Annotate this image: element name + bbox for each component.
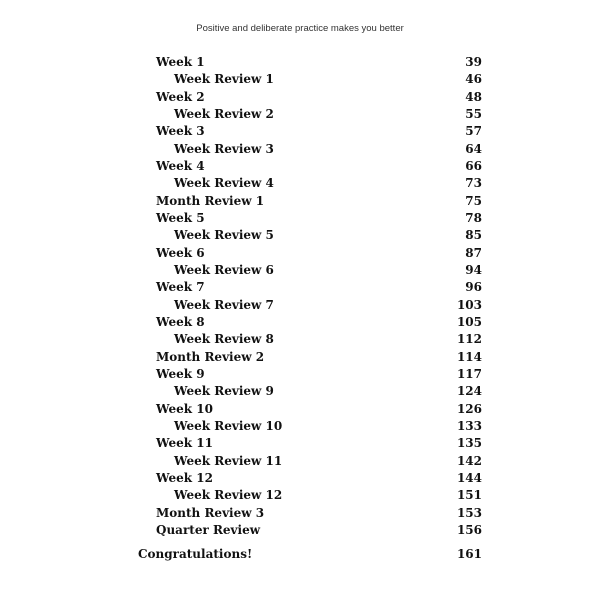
toc-entry-title: Week Review 10 (174, 418, 283, 433)
toc-entry[interactable]: Week 3 57 (138, 123, 482, 140)
toc-entry-title: Week Review 8 (174, 332, 274, 347)
toc-entry[interactable]: Week Review 9 124 (138, 383, 482, 400)
toc-entry-title: Congratulations! (138, 547, 253, 562)
toc-entry-page: 78 (465, 210, 482, 225)
toc-entry-title: Week Review 9 (174, 384, 274, 399)
toc-entry-title: Month Review 3 (156, 505, 265, 520)
toc-entry[interactable]: Week 11 135 (138, 435, 482, 452)
toc-entry-page: 135 (456, 436, 482, 451)
toc-entry-page: 57 (465, 124, 482, 139)
toc-entry-title: Week 12 (156, 470, 213, 485)
toc-entry[interactable]: Week Review 7 103 (138, 297, 482, 314)
toc-entry[interactable]: Week Review 11 142 (138, 453, 482, 470)
toc-entry-title: Week 10 (156, 401, 213, 416)
toc-entry-page: 112 (456, 332, 482, 347)
toc-entry-page: 55 (465, 106, 482, 121)
toc-entry-title: Week 2 (156, 89, 205, 104)
toc-entry-title: Week 5 (156, 210, 205, 225)
toc-entry[interactable]: Week 2 48 (138, 89, 482, 106)
toc-entry[interactable]: Week Review 10 133 (138, 418, 482, 435)
toc-entry[interactable]: Week 9 117 (138, 366, 482, 383)
toc-entry-page: 94 (465, 262, 482, 277)
toc-entry-page: 105 (456, 314, 482, 329)
toc-entry[interactable]: Month Review 2 114 (138, 349, 482, 366)
toc-entry-title: Week Review 6 (174, 262, 274, 277)
toc-entry-title: Week Review 12 (174, 488, 283, 503)
toc-entry-title: Week 6 (156, 245, 205, 260)
toc-entry-page: 161 (456, 547, 482, 562)
toc-entry-page: 142 (456, 453, 482, 468)
toc-entry-title: Month Review 1 (156, 193, 265, 208)
toc-entry[interactable]: Week 10 126 (138, 401, 482, 418)
toc-entry[interactable]: Week Review 6 94 (138, 262, 482, 279)
toc-entry-page: 151 (456, 488, 482, 503)
toc-entry[interactable]: Week Review 4 73 (138, 175, 482, 192)
toc-entry-page: 87 (465, 245, 482, 260)
toc-entry[interactable]: Week Review 3 64 (138, 141, 482, 158)
toc-entry-page: 126 (456, 401, 482, 416)
toc-entry-title: Week Review 7 (174, 297, 274, 312)
toc-entry-title: Week Review 1 (174, 72, 274, 87)
toc-entry-page: 133 (456, 418, 482, 433)
toc-entry-page: 73 (465, 176, 482, 191)
toc-entry[interactable]: Week Review 2 55 (138, 106, 482, 123)
toc-entry-title: Week Review 5 (174, 228, 274, 243)
toc-entry-title: Week 3 (156, 124, 205, 139)
toc-entry[interactable]: Week 8 105 (138, 314, 482, 331)
toc-entry[interactable]: Month Review 1 75 (138, 193, 482, 210)
toc-entry-title: Month Review 2 (156, 349, 265, 364)
toc-entry[interactable]: Week Review 8 112 (138, 331, 482, 348)
toc-entry[interactable]: Week 7 96 (138, 279, 482, 296)
toc-entry-title: Week 4 (156, 158, 205, 173)
toc-entry-page: 46 (465, 72, 482, 87)
toc-entry-page: 96 (465, 280, 482, 295)
toc-entry-page: 39 (465, 55, 482, 69)
toc-entry-page: 66 (465, 158, 482, 173)
toc-entry-title: Week Review 3 (174, 141, 274, 156)
toc-entry-page: 117 (456, 366, 482, 381)
toc-entry-title: Week Review 4 (174, 176, 274, 191)
toc-entry-page: 85 (465, 228, 482, 243)
toc-entry-page: 114 (456, 349, 482, 364)
toc-entry-title: Week 1 (156, 55, 205, 69)
toc-entry[interactable]: Congratulations! 161 (138, 546, 482, 563)
toc-entry-title: Week 7 (156, 280, 205, 295)
toc-entry[interactable]: Quarter Review 156 (138, 522, 482, 539)
toc-entry-page: 153 (456, 505, 482, 520)
toc-entry-title: Week 9 (156, 366, 205, 381)
running-header: Positive and deliberate practice makes y… (196, 23, 404, 34)
toc-entry-page: 48 (465, 89, 482, 104)
toc-entry-title: Week 11 (156, 436, 213, 451)
table-of-contents: Week 1 39 Week Review 1 46 Week 2 48 Week Revi… (138, 54, 482, 564)
toc-entry-title: Week Review 2 (174, 106, 274, 121)
toc-entry[interactable]: Week 4 66 (138, 158, 482, 175)
toc-entry[interactable]: Week Review 12 151 (138, 487, 482, 504)
toc-entry[interactable]: Week Review 1 46 (138, 71, 482, 88)
toc-entry-page: 103 (456, 297, 482, 312)
toc-entry-title: Quarter Review (156, 522, 261, 537)
toc-entry-page: 64 (465, 141, 482, 156)
toc-entry[interactable]: Week 1 39 (138, 54, 482, 71)
toc-entry[interactable]: Week 12 144 (138, 470, 482, 487)
toc-entry-page: 156 (456, 522, 482, 537)
toc-entry[interactable]: Week 6 87 (138, 245, 482, 262)
toc-entry[interactable]: Week Review 5 85 (138, 227, 482, 244)
toc-entry-page: 75 (465, 193, 482, 208)
toc-entry-title: Week Review 11 (174, 453, 283, 468)
toc-entry[interactable]: Week 5 78 (138, 210, 482, 227)
toc-entry-page: 144 (456, 470, 482, 485)
toc-entry[interactable]: Month Review 3 153 (138, 505, 482, 522)
toc-entry-title: Week 8 (156, 314, 205, 329)
toc-entry-page: 124 (456, 384, 482, 399)
